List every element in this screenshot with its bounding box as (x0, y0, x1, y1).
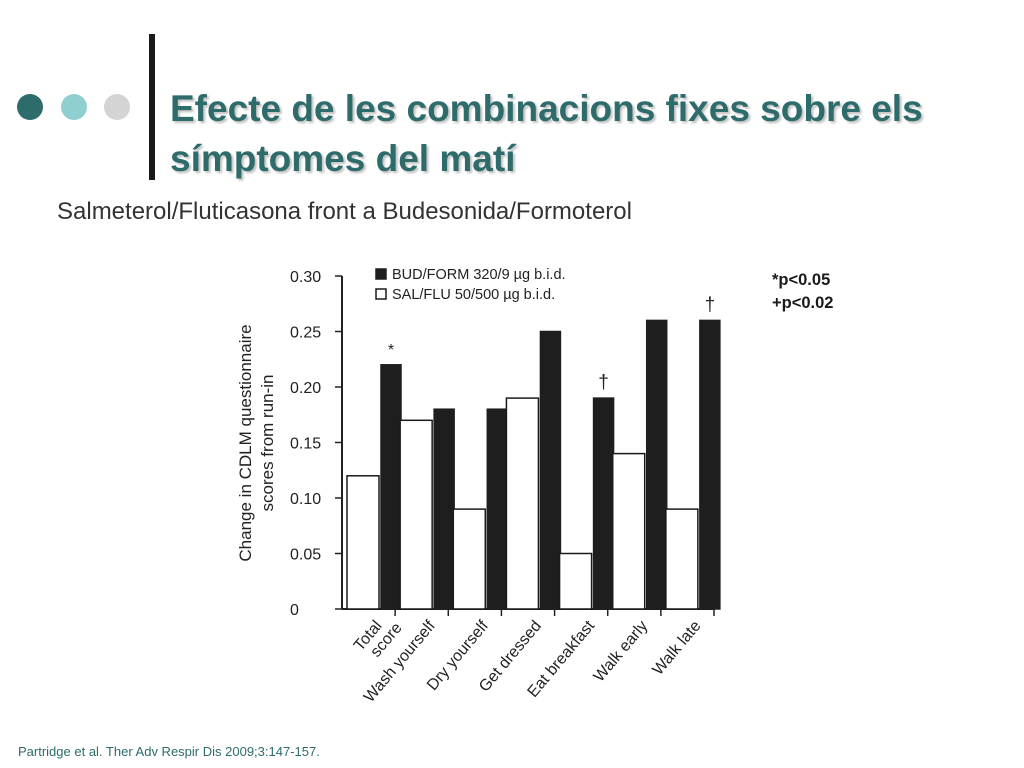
decor-dot-grey (104, 94, 130, 120)
significance-note: *p<0.05 (772, 271, 831, 289)
y-tick-label: 0.15 (290, 436, 321, 453)
bar (699, 319, 721, 610)
legend-label: SAL/FLU 50/500 µg b.i.d. (392, 287, 555, 303)
bar (486, 408, 509, 610)
y-tick-label: 0.05 (290, 547, 321, 564)
significance-marker: † (705, 294, 716, 315)
y-tick-label: 0.25 (290, 325, 321, 342)
legend-swatch (375, 288, 387, 300)
bar (399, 419, 433, 610)
slide-subtitle: Salmeterol/Fluticasona front a Budesonid… (57, 198, 632, 225)
x-tick-label: Walk late (650, 618, 705, 679)
y-axis-title: Change in CDLM questionnaire (236, 324, 255, 561)
significance-note: +p<0.02 (772, 294, 834, 312)
x-tick-label: Walk early (591, 618, 652, 686)
bar (558, 552, 593, 610)
bar (611, 452, 646, 610)
legend-label: BUD/FORM 320/9 µg b.i.d. (392, 267, 566, 283)
y-tick-label: 0 (290, 602, 299, 619)
y-tick-label: 0.10 (290, 491, 321, 508)
significance-marker: † (598, 372, 609, 393)
title-divider (149, 34, 155, 180)
bar (346, 475, 380, 610)
significance-marker: * (388, 342, 394, 359)
y-tick-label: 0.30 (290, 269, 321, 286)
bar (433, 408, 455, 610)
y-axis-title: scores from run-in (258, 375, 277, 512)
slide-title: Efecte de les combinacions fixes sobre e… (170, 88, 923, 179)
bar (539, 330, 562, 610)
decor-dot-dark (17, 94, 43, 120)
bar (645, 319, 668, 610)
bar (592, 397, 615, 610)
y-tick-label: 0.20 (290, 380, 321, 397)
bar (380, 364, 402, 610)
decor-dot-light (61, 94, 87, 120)
significance-notes: *p<0.05 +p<0.02 (772, 269, 833, 315)
bar (452, 508, 487, 610)
bar (665, 508, 699, 610)
citation: Partridge et al. Ther Adv Respir Dis 200… (18, 744, 320, 759)
bar (505, 397, 540, 610)
legend-swatch (375, 268, 387, 280)
